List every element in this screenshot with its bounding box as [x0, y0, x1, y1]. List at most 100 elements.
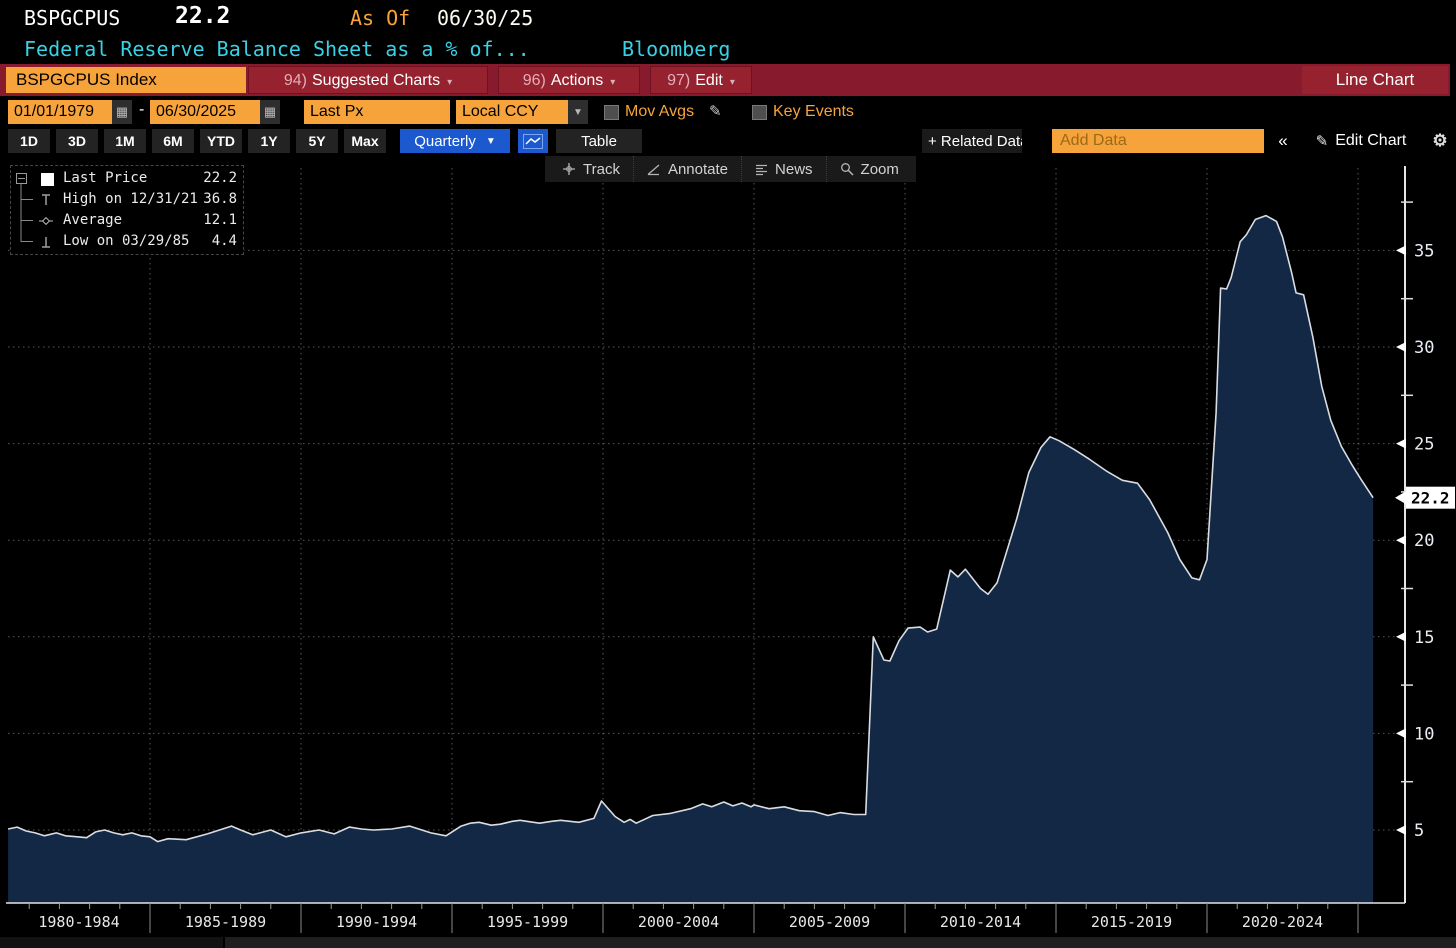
zoom-label: Zoom	[860, 160, 899, 178]
x-axis-label: 2000-2004	[638, 913, 719, 931]
edit-chart-label: Edit Chart	[1335, 132, 1407, 149]
legend-row-low[interactable]: Low on 03/29/85 4.4	[11, 231, 243, 252]
period-button-3d[interactable]: 3D	[56, 129, 98, 153]
last-price-axis-tag: 22.2	[1411, 489, 1450, 508]
currency-dropdown-button[interactable]: ▼	[568, 100, 588, 124]
menu-actions[interactable]: 96) Actions ▾	[498, 66, 640, 94]
mov-avgs-label: Mov Avgs	[625, 103, 695, 120]
price-field[interactable]: Last Px	[304, 100, 450, 124]
caret-down-icon: ▾	[447, 77, 453, 88]
series-swatch-icon	[41, 173, 54, 186]
x-axis-label: 1980-1984	[38, 913, 119, 931]
line-chart-icon	[523, 133, 543, 149]
frequency-dropdown[interactable]: Quarterly ▼	[400, 129, 510, 153]
y-tick-arrow-icon	[1396, 438, 1406, 449]
scrollbar-thumb[interactable]	[223, 937, 1456, 948]
menu-edit[interactable]: 97) Edit ▾	[650, 66, 752, 94]
security-field[interactable]: BSPGCPUS Index	[6, 67, 246, 93]
zoom-button[interactable]: Zoom	[825, 156, 912, 182]
low-marker-icon	[42, 237, 50, 248]
period-toolbar: 1D 3D 1M 6M YTD 1Y 5Y Max Quarterly ▼ Ta…	[0, 128, 1456, 155]
annotate-button[interactable]: Annotate	[632, 156, 741, 182]
gear-icon[interactable]: ⚙	[1432, 131, 1448, 150]
calendar-icon[interactable]: ▦	[112, 100, 132, 124]
date-from-field[interactable]: 01/01/1979	[8, 100, 112, 124]
pencil-icon: ✎	[1315, 133, 1329, 150]
x-axis-label: 2015-2019	[1091, 913, 1172, 931]
key-events-checkbox[interactable]	[752, 105, 767, 120]
collapse-panel-button[interactable]: «	[1278, 131, 1288, 150]
currency-group: Local CCY ▼	[456, 100, 588, 124]
legend-label: High on 12/31/21	[63, 191, 198, 207]
y-tick-arrow-icon	[1396, 825, 1406, 835]
menu-number: 97)	[667, 72, 691, 89]
legend-row-high[interactable]: High on 12/31/21 36.8	[11, 189, 243, 210]
pencil-icon[interactable]: ✎	[709, 103, 722, 120]
last-price-tag-arrow-icon	[1395, 490, 1407, 505]
y-axis-label: 30	[1414, 338, 1434, 358]
last-price-value: 22.2	[175, 3, 231, 29]
date-to-group: 06/30/2025 ▦	[150, 100, 280, 124]
calendar-icon[interactable]: ▦	[260, 100, 280, 124]
period-button-1y[interactable]: 1Y	[248, 129, 290, 153]
source-label: Bloomberg	[622, 37, 731, 61]
y-axis-label: 5	[1414, 821, 1424, 841]
annotate-icon	[647, 164, 660, 175]
news-label: News	[775, 160, 813, 178]
x-axis-label: 1990-1994	[336, 913, 417, 931]
period-button-max[interactable]: Max	[344, 129, 386, 153]
line-chart-icon-button[interactable]	[518, 129, 548, 153]
legend-label: Average	[63, 212, 123, 228]
y-axis-label: 10	[1414, 724, 1434, 744]
menu-number: 96)	[522, 72, 546, 89]
legend-expander-icon[interactable]	[16, 173, 27, 184]
mov-avgs-checkbox[interactable]	[604, 105, 619, 120]
average-marker-icon	[39, 216, 53, 226]
edit-chart-button[interactable]: ✎ Edit Chart	[1300, 129, 1422, 153]
chart-area-fill	[8, 215, 1374, 904]
menu-suggested-charts[interactable]: 94) Suggested Charts ▾	[248, 66, 488, 94]
period-button-6m[interactable]: 6M	[152, 129, 194, 153]
zoom-icon	[840, 163, 854, 176]
table-button[interactable]: Table	[556, 129, 642, 153]
chart-legend: Last Price 22.2 High on 12/31/21 36.8 Av…	[10, 165, 244, 255]
y-axis-label: 15	[1414, 628, 1434, 648]
menu-label: Edit	[695, 72, 723, 89]
last-price-tag-box	[1406, 486, 1455, 509]
y-tick-arrow-icon	[1396, 342, 1406, 352]
period-button-5y[interactable]: 5Y	[296, 129, 338, 153]
add-data-input[interactable]	[1052, 129, 1264, 153]
period-button-1m[interactable]: 1M	[104, 129, 146, 153]
command-bar: BSPGCPUS Index 94) Suggested Charts ▾ 96) A…	[0, 64, 1450, 96]
caret-down-icon: ▼	[485, 135, 496, 147]
menu-label: Actions	[550, 72, 604, 89]
currency-field[interactable]: Local CCY	[456, 100, 568, 124]
chart-options-row: 01/01/1979 ▦ - 06/30/2025 ▦ Last Px Loca…	[0, 97, 1456, 127]
date-from-group: 01/01/1979 ▦	[8, 100, 132, 124]
key-events-label: Key Events	[773, 103, 854, 120]
chart-type-label[interactable]: Line Chart	[1302, 66, 1448, 94]
related-data-button[interactable]: + Related Data	[922, 129, 1022, 153]
x-axis-label: 1985-1989	[185, 913, 266, 931]
legend-row-average[interactable]: Average 12.1	[11, 210, 243, 231]
legend-value: 4.4	[211, 233, 237, 249]
track-button[interactable]: Track	[549, 156, 633, 182]
legend-value: 22.2	[203, 170, 237, 186]
legend-row-last-price[interactable]: Last Price 22.2	[11, 168, 243, 189]
horizontal-scrollbar[interactable]	[0, 937, 1456, 948]
legend-label: Last Price	[63, 170, 148, 186]
news-icon	[756, 164, 768, 175]
menu-number: 94)	[283, 72, 307, 89]
track-label: Track	[583, 160, 620, 178]
chart-line	[7, 214, 1374, 843]
period-button-ytd[interactable]: YTD	[200, 129, 242, 153]
y-axis-label: 20	[1414, 531, 1434, 551]
period-button-1d[interactable]: 1D	[8, 129, 50, 153]
x-axis-label: 2005-2009	[789, 913, 870, 931]
x-axis-label: 2010-2014	[940, 913, 1021, 931]
date-to-field[interactable]: 06/30/2025	[150, 100, 260, 124]
caret-down-icon: ▾	[729, 77, 735, 88]
news-button[interactable]: News	[741, 156, 826, 182]
